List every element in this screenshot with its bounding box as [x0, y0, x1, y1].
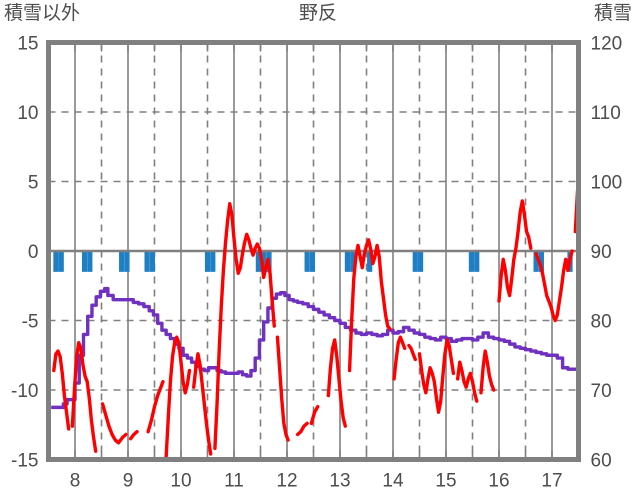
x-tick: 9 [123, 471, 134, 492]
precip-bar [468, 251, 475, 272]
x-tick: 15 [435, 471, 456, 492]
y-right-tick: 80 [591, 312, 612, 333]
precip-bar [87, 251, 93, 272]
temperature-line [497, 199, 533, 303]
temperature-line [275, 335, 290, 442]
x-tick: 16 [488, 471, 509, 492]
x-tick: 13 [329, 471, 350, 492]
precip-bar [350, 251, 356, 272]
precip-bar [124, 251, 130, 272]
temperature-line [309, 404, 320, 426]
precip-bar [58, 251, 64, 272]
y-right-tick: 60 [591, 451, 612, 472]
snow-depth-series [51, 286, 581, 410]
temperature-line [392, 335, 407, 381]
precip-bar [304, 251, 310, 272]
precip-bar [417, 251, 424, 272]
precip-bar [119, 251, 125, 272]
x-tick: 17 [541, 471, 562, 492]
temperature-line [534, 249, 574, 323]
precip-bar [474, 251, 480, 272]
x-tick: 14 [382, 471, 404, 492]
precip-bar [81, 251, 88, 272]
temperature-line [455, 360, 479, 403]
temperature-line [52, 349, 71, 431]
temperature-line [407, 343, 417, 362]
precip-bar [412, 251, 418, 272]
precipitation-bars [53, 251, 573, 272]
temperature-line [417, 338, 456, 414]
x-tick: 10 [170, 471, 191, 492]
precip-bar [53, 251, 59, 272]
right-axis-title: 積雪 [593, 3, 632, 24]
x-tick: 11 [224, 471, 244, 492]
precip-bar [210, 251, 216, 272]
precip-bar [344, 251, 351, 272]
temperature-line [479, 349, 496, 395]
precip-bar [533, 251, 539, 272]
y-left-tick: -5 [22, 312, 39, 333]
chart-title: 野反 [298, 3, 337, 24]
temperature-line [192, 352, 213, 456]
y-left-tick: -15 [11, 451, 38, 472]
precip-bar [538, 251, 544, 272]
y-left-tick: 5 [28, 173, 39, 194]
temperature-series [52, 177, 581, 459]
temperature-line [100, 402, 128, 445]
temperature-line [128, 430, 139, 441]
x-tick: 12 [276, 471, 297, 492]
snow-depth-line [51, 286, 581, 410]
y-right-tick: 90 [591, 242, 612, 263]
precip-bar [367, 251, 373, 272]
temperature-line [164, 335, 192, 459]
temperature-line [70, 341, 98, 453]
temperature-line [213, 202, 276, 451]
precip-bar [204, 251, 211, 272]
y-left-tick: 0 [28, 242, 39, 263]
temperature-line [347, 238, 392, 373]
precip-bar [261, 251, 267, 272]
precip-bar [149, 251, 155, 272]
y-right-tick: 120 [591, 34, 623, 55]
y-left-tick: 15 [17, 34, 38, 55]
precip-bar [144, 251, 150, 272]
x-tick: 8 [70, 471, 81, 492]
temperature-line [146, 379, 165, 434]
y-right-tick: 70 [591, 381, 612, 402]
precip-bar [309, 251, 316, 272]
temperature-line [295, 421, 309, 437]
precip-bar [255, 251, 261, 272]
left-axis-title: 積雪以外 [4, 3, 81, 24]
axis-tick-labels: 15 10 5 0 -5 -10 -15 120 110 100 90 80 70 60 8 9 10 11 12 1… [11, 34, 622, 492]
y-left-tick: -10 [11, 381, 38, 402]
y-left-tick: 10 [17, 103, 38, 124]
y-right-tick: 110 [591, 103, 621, 124]
y-right-tick: 100 [591, 173, 623, 194]
temperature-line [326, 338, 347, 428]
